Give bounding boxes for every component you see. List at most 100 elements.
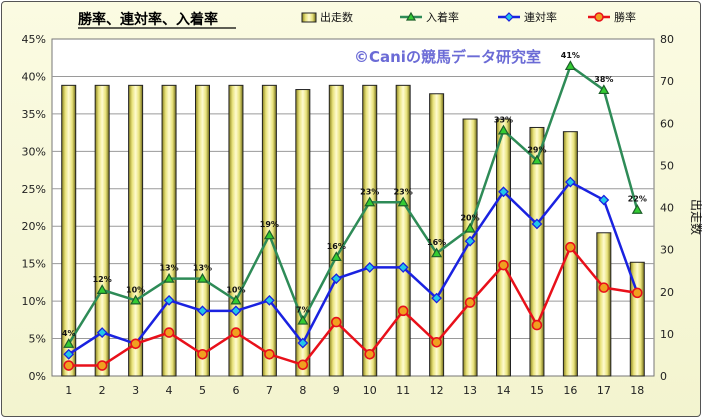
series-marker <box>230 305 242 317</box>
right-tick-label: 70 <box>660 75 674 88</box>
right-tick-label: 50 <box>660 159 674 172</box>
left-tick-label: 40% <box>22 70 46 83</box>
data-label: 4% <box>62 329 76 338</box>
data-label: 19% <box>260 220 279 229</box>
series-marker <box>197 348 208 360</box>
left-tick-label: 5% <box>29 333 46 346</box>
bar <box>128 84 144 377</box>
data-label: 41% <box>561 51 580 60</box>
chart-title: 勝率、連対率、入着率 <box>78 11 218 28</box>
x-tick-label: 15 <box>530 384 544 397</box>
series-marker <box>564 60 576 71</box>
series-marker <box>364 196 376 207</box>
plot-background <box>51 38 655 377</box>
left-tick-label: 30% <box>22 145 46 158</box>
series-marker <box>297 359 309 371</box>
legend-label: 勝率 <box>614 10 636 24</box>
x-tick-label: 8 <box>299 384 306 397</box>
series-marker <box>197 305 208 317</box>
x-tick-label: 16 <box>563 384 577 397</box>
left-tick-label: 0% <box>29 370 46 383</box>
series-marker <box>364 348 376 360</box>
x-tick-label: 13 <box>463 384 477 397</box>
left-tick-label: 35% <box>22 108 46 121</box>
series-marker <box>564 176 576 188</box>
series-marker <box>431 247 443 258</box>
left-tick-label: 20% <box>22 220 46 233</box>
x-tick-label: 9 <box>333 384 340 397</box>
right-tick-label: 20 <box>660 286 674 299</box>
series-marker <box>96 284 108 294</box>
series-marker <box>431 292 443 304</box>
bar <box>429 93 445 377</box>
data-label: 13% <box>193 264 212 273</box>
series-marker <box>631 287 643 299</box>
series-marker <box>531 319 543 331</box>
right-tick-label: 0 <box>660 370 667 383</box>
series-marker <box>397 196 409 207</box>
x-tick-label: 7 <box>266 384 273 397</box>
series-lines <box>67 63 639 367</box>
data-label: 12% <box>93 275 112 284</box>
left-tick-label: 25% <box>22 183 46 196</box>
legend-marker <box>405 11 417 21</box>
bar <box>529 126 545 377</box>
x-tick-label: 17 <box>597 384 611 397</box>
series-marker <box>230 294 242 305</box>
series-marker <box>464 222 476 233</box>
x-tick-label: 6 <box>232 384 239 397</box>
series-marker <box>130 294 142 305</box>
legend: 出走数 入着率 連対率 勝率 <box>301 10 636 24</box>
data-label: 10% <box>226 285 245 294</box>
series-marker <box>598 84 610 95</box>
series-marker <box>163 294 175 306</box>
x-tick-label: 1 <box>65 384 72 397</box>
left-tick-label: 45% <box>22 33 46 46</box>
left-tick-label: 10% <box>22 295 46 308</box>
series-marker <box>263 229 275 240</box>
series-marker <box>96 327 108 338</box>
data-label: 23% <box>360 187 379 196</box>
series-line <box>68 180 639 356</box>
series-marker <box>464 235 476 247</box>
series-marker <box>431 336 442 348</box>
series-marker <box>631 204 643 214</box>
series-marker <box>598 194 610 206</box>
data-label: 22% <box>628 195 647 204</box>
watermark-text: ©Caniの競馬データ研究室 <box>354 48 541 66</box>
right-tick-label: 60 <box>660 117 674 130</box>
legend-label: 出走数 <box>320 10 353 24</box>
bar <box>94 84 110 377</box>
x-tick-label: 11 <box>396 384 410 397</box>
series-marker <box>163 272 175 283</box>
series-marker <box>330 251 342 262</box>
legend-swatch <box>301 12 317 23</box>
data-labels: 4% 12% 10% 13% 13% 10% 19% 7% 16% 23% 23% 16% 20% 33%… <box>62 51 647 338</box>
axes: 0% 5% 10% 15% 20% 25% 30% 35% 40% 45% 0 10 20 30 40 50 6… <box>22 33 674 397</box>
series-marker <box>497 124 510 135</box>
series-marker <box>63 348 75 360</box>
series-marker <box>230 327 242 338</box>
series-marker <box>330 273 342 285</box>
right-tick-label: 30 <box>660 244 674 257</box>
bar <box>195 84 210 377</box>
series-marker <box>498 186 509 198</box>
data-label: 16% <box>327 242 346 251</box>
data-label: 23% <box>394 187 413 196</box>
right-axis-label: 出走数 <box>689 199 702 235</box>
series-marker <box>397 305 409 317</box>
bar <box>395 84 411 377</box>
bar <box>362 84 378 377</box>
series-marker <box>130 338 141 350</box>
right-tick-label: 80 <box>660 33 674 46</box>
series-line <box>67 63 639 345</box>
x-tick-label: 12 <box>430 384 444 397</box>
series-marker <box>297 314 309 325</box>
series-marker <box>297 337 309 349</box>
data-label: 20% <box>460 213 479 222</box>
data-label: 29% <box>527 145 546 154</box>
series-line <box>68 244 638 367</box>
bar <box>462 118 478 377</box>
